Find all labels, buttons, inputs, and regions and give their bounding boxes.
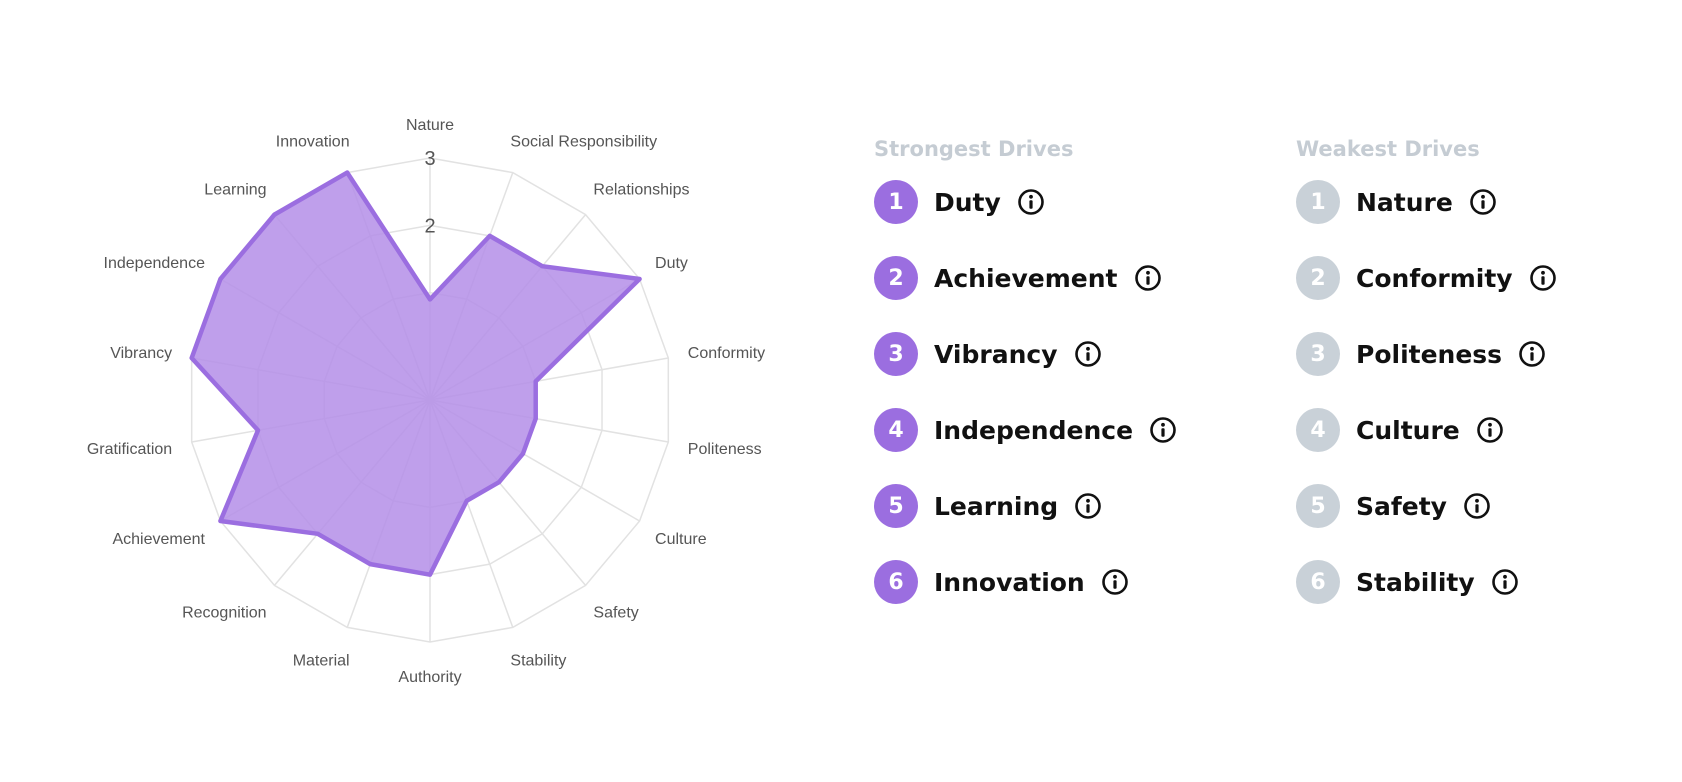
- radar-point: [428, 572, 432, 577]
- radar-axis-label: Material: [293, 652, 350, 669]
- radar-series: [189, 170, 642, 577]
- radar-tick-label: 3: [424, 148, 435, 170]
- radar-axis-label: Recognition: [182, 604, 267, 621]
- radar-axis-label: Relationships: [593, 182, 689, 199]
- weak-drive-item: 4 Culture: [1296, 408, 1682, 452]
- weak-drive-rank-badge: 6: [1296, 560, 1340, 604]
- radar-axis-label: Duty: [655, 255, 688, 272]
- radar-axis-label: Learning: [204, 182, 266, 199]
- weak-drive-name: Safety: [1356, 491, 1447, 521]
- strong-drive-rank-badge: 5: [874, 484, 918, 528]
- radar-axis-label: Safety: [593, 604, 638, 621]
- strong-drive-rank-badge: 3: [874, 332, 918, 376]
- weak-drive-rank-badge: 5: [1296, 484, 1340, 528]
- radar-axis-label: Gratification: [87, 441, 172, 458]
- strong-drive-name: Independence: [934, 415, 1134, 445]
- radar-axis-label: Nature: [406, 117, 454, 134]
- weak-drive-name: Nature: [1356, 187, 1453, 217]
- radar-point: [496, 480, 501, 485]
- weak-drive-name: Conformity: [1356, 263, 1513, 293]
- strong-drive-name: Innovation: [934, 567, 1085, 597]
- info-icon[interactable]: [1134, 264, 1162, 292]
- weak-drive-item: 2 Conformity: [1296, 256, 1682, 300]
- radar-point: [368, 562, 373, 567]
- radar-point: [533, 416, 538, 421]
- strong-drive-item: 4 Independence: [874, 408, 1274, 452]
- radar-axis-label: Independence: [104, 255, 206, 272]
- radar-tick-label: 2: [424, 215, 435, 237]
- radar-point: [533, 379, 538, 384]
- info-icon[interactable]: [1074, 492, 1102, 520]
- info-icon[interactable]: [1476, 416, 1504, 444]
- weak-drive-name: Politeness: [1356, 339, 1503, 369]
- radar-series-area: [189, 170, 642, 577]
- weak-drive-rank-badge: 1: [1296, 180, 1340, 224]
- weakest-drives-list: 1 Nature 2 Conformity 3 Politeness 4 Culture 5 Sa…: [1296, 180, 1682, 604]
- weak-drive-rank-badge: 3: [1296, 332, 1340, 376]
- radar-axis-label: Stability: [510, 652, 566, 669]
- weak-drive-name: Culture: [1356, 415, 1460, 445]
- strong-drive-item: 1 Duty: [874, 180, 1274, 224]
- strong-drive-item: 2 Achievement: [874, 256, 1274, 300]
- radar-point: [520, 451, 525, 456]
- radar-point: [272, 212, 277, 217]
- radar-axis-label: Culture: [655, 531, 707, 548]
- radar-axis-label: Authority: [398, 669, 461, 686]
- radar-point: [218, 277, 223, 281]
- info-icon[interactable]: [1149, 416, 1177, 444]
- info-icon[interactable]: [1491, 568, 1519, 596]
- strong-drive-name: Achievement: [934, 263, 1118, 293]
- radar-point: [255, 428, 260, 433]
- info-icon[interactable]: [1529, 264, 1557, 292]
- weak-drive-item: 1 Nature: [1296, 180, 1682, 224]
- weak-drive-rank-badge: 2: [1296, 256, 1340, 300]
- radar-axis-label: Politeness: [688, 441, 762, 458]
- weak-drive-name: Stability: [1356, 567, 1475, 597]
- weakest-drives-title: Weakest Drives: [1296, 137, 1480, 161]
- radar-point: [428, 297, 432, 302]
- info-icon[interactable]: [1101, 568, 1129, 596]
- info-icon[interactable]: [1518, 340, 1546, 368]
- radar-point: [218, 519, 223, 523]
- info-icon[interactable]: [1074, 340, 1102, 368]
- radar-point: [540, 264, 545, 269]
- strong-drive-rank-badge: 6: [874, 560, 918, 604]
- strong-drive-rank-badge: 2: [874, 256, 918, 300]
- weak-drive-item: 6 Stability: [1296, 560, 1682, 604]
- radar-axis-label: Innovation: [276, 134, 350, 151]
- radar-axis-label: Conformity: [688, 345, 765, 362]
- strong-drive-name: Vibrancy: [934, 339, 1058, 369]
- radar-point: [315, 531, 320, 536]
- radar-axis-label: Achievement: [112, 531, 205, 548]
- radar-tick-labels: 23: [424, 148, 435, 237]
- radar-point: [189, 355, 194, 360]
- radar-axis-label: Social Responsibility: [510, 134, 657, 151]
- radar-point: [487, 233, 492, 238]
- strongest-drives-list: 1 Duty 2 Achievement 3 Vibrancy 4 Independence 5…: [874, 180, 1274, 604]
- weak-drive-item: 5 Safety: [1296, 484, 1682, 528]
- radar-axis-label: Vibrancy: [110, 345, 172, 362]
- strongest-drives-title: Strongest Drives: [874, 137, 1074, 161]
- weak-drive-rank-badge: 4: [1296, 408, 1340, 452]
- strong-drive-item: 3 Vibrancy: [874, 332, 1274, 376]
- strong-drive-rank-badge: 4: [874, 408, 918, 452]
- info-icon[interactable]: [1463, 492, 1491, 520]
- info-icon[interactable]: [1469, 188, 1497, 216]
- strong-drive-rank-badge: 1: [874, 180, 918, 224]
- strong-drive-item: 5 Learning: [874, 484, 1274, 528]
- strong-drive-item: 6 Innovation: [874, 560, 1274, 604]
- radar-point: [464, 498, 469, 503]
- strongest-drives-section: Strongest Drives 1 Duty 2 Achievement 3 Vibra…: [874, 136, 1274, 636]
- radar-point: [637, 277, 642, 281]
- strong-drive-name: Learning: [934, 491, 1059, 521]
- weak-drive-item: 3 Politeness: [1296, 332, 1682, 376]
- weakest-drives-section: Weakest Drives 1 Nature 2 Conformity 3 Polite…: [1296, 136, 1682, 636]
- radar-point: [345, 170, 350, 175]
- info-icon[interactable]: [1017, 188, 1045, 216]
- strong-drive-name: Duty: [934, 187, 1001, 217]
- radar-axis-labels: Nature Social Responsibility Relationships…: [87, 117, 765, 686]
